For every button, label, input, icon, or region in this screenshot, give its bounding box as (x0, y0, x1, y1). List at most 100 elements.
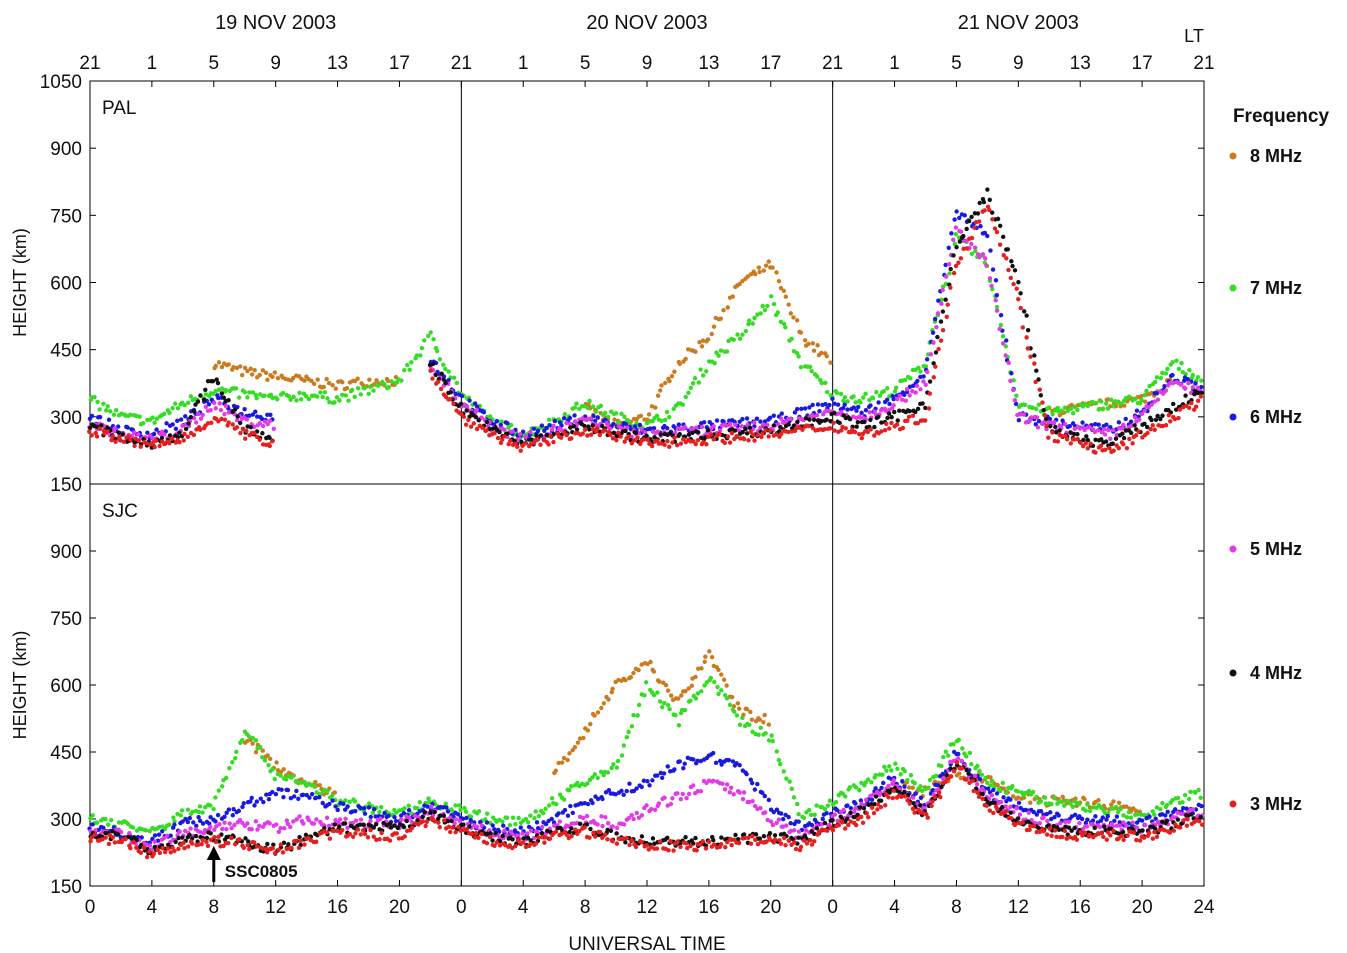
data-point (1055, 439, 1061, 444)
data-point (1052, 815, 1057, 820)
data-point (368, 384, 373, 389)
data-point (273, 791, 279, 797)
data-point (1012, 822, 1018, 828)
data-point (407, 815, 412, 821)
data-point (1006, 267, 1011, 273)
data-point (735, 701, 741, 706)
data-point (859, 436, 865, 441)
data-point (599, 423, 605, 429)
data-point (271, 842, 276, 847)
data-point (825, 803, 831, 808)
data-point (595, 775, 600, 781)
data-point (409, 825, 415, 830)
data-point (434, 348, 440, 354)
data-point (461, 822, 466, 827)
data-point (321, 384, 327, 390)
data-point (518, 432, 523, 437)
data-point (920, 401, 925, 406)
data-point (925, 815, 930, 820)
data-point (388, 825, 394, 830)
data-point (835, 818, 840, 824)
day-title: 21 NOV 2003 (958, 12, 1079, 34)
data-point (195, 399, 201, 404)
data-point (692, 376, 698, 381)
data-point (1180, 805, 1186, 811)
data-point (766, 259, 771, 264)
data-point (912, 810, 917, 815)
data-point (226, 398, 231, 403)
data-point (775, 310, 780, 315)
data-point (610, 686, 615, 692)
data-point (727, 440, 733, 445)
data-point (428, 368, 433, 373)
data-point (1111, 828, 1116, 834)
data-point (1126, 809, 1132, 815)
data-point (424, 819, 430, 824)
data-point (205, 421, 211, 426)
data-point (814, 826, 820, 831)
data-point (1009, 371, 1014, 376)
data-point (616, 420, 621, 425)
data-point (203, 404, 209, 410)
data-point (997, 242, 1003, 247)
data-point (781, 321, 787, 327)
data-point (1187, 367, 1192, 373)
data-point (837, 420, 842, 426)
data-point (267, 418, 273, 424)
data-point (242, 365, 248, 371)
data-point (732, 422, 738, 428)
data-point (746, 321, 751, 327)
data-point (681, 766, 686, 771)
data-point (1056, 799, 1061, 805)
data-point (267, 443, 272, 449)
data-point (1154, 391, 1160, 396)
data-point (1120, 829, 1126, 835)
data-point (629, 812, 634, 818)
data-point (792, 828, 797, 833)
data-point (1162, 389, 1168, 394)
data-point (603, 815, 608, 820)
data-point (667, 706, 672, 712)
data-point (1103, 401, 1109, 406)
data-point (267, 756, 273, 761)
data-point (500, 819, 505, 824)
data-point (809, 822, 815, 828)
data-point (219, 391, 224, 396)
data-point (371, 807, 377, 812)
data-point (344, 385, 350, 391)
data-point (226, 362, 231, 367)
data-point (994, 293, 1000, 298)
data-point (198, 393, 203, 398)
data-point (1199, 390, 1204, 396)
data-point (1068, 430, 1073, 435)
data-point (666, 848, 671, 853)
data-point (432, 819, 438, 824)
data-point (827, 402, 832, 408)
data-point (1095, 831, 1101, 836)
data-point (171, 815, 176, 820)
data-point (955, 756, 961, 761)
data-point (208, 831, 213, 836)
data-point (878, 790, 884, 796)
data-point (1134, 825, 1140, 830)
data-point (604, 420, 609, 426)
data-point (140, 420, 146, 426)
data-point (182, 431, 187, 437)
data-point (574, 401, 579, 406)
data-point (435, 379, 441, 385)
data-point (87, 425, 93, 431)
data-point (883, 803, 888, 808)
data-point (1033, 422, 1038, 427)
data-point (402, 368, 407, 373)
data-point (740, 796, 746, 802)
data-point (774, 270, 779, 275)
data-point (548, 433, 553, 439)
data-point (796, 354, 801, 359)
data-point (845, 407, 850, 412)
data-point (219, 416, 224, 422)
data-point (250, 412, 256, 417)
data-point (646, 412, 652, 417)
data-point (656, 801, 662, 806)
data-point (1176, 415, 1181, 421)
